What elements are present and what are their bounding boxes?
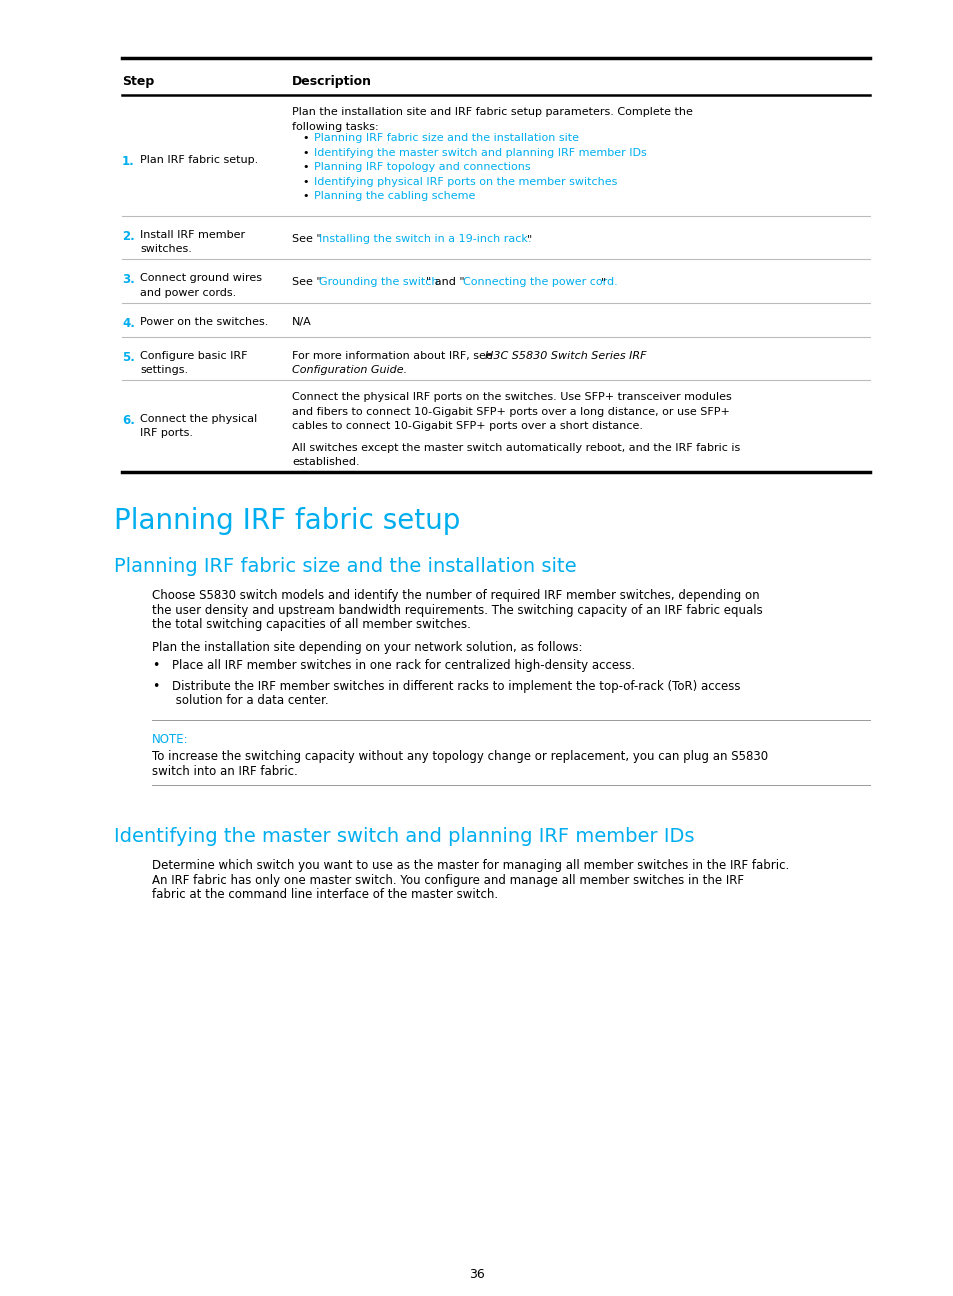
Text: Configure basic IRF: Configure basic IRF <box>140 351 247 360</box>
Text: 5.: 5. <box>122 351 134 364</box>
Text: Installing the switch in a 19-inch rack.: Installing the switch in a 19-inch rack. <box>318 233 531 244</box>
Text: Identifying physical IRF ports on the member switches: Identifying physical IRF ports on the me… <box>314 176 617 187</box>
Text: ": " <box>600 277 605 288</box>
Text: NOTE:: NOTE: <box>152 732 189 745</box>
Text: 3.: 3. <box>122 273 134 286</box>
Text: settings.: settings. <box>140 365 188 375</box>
Text: IRF ports.: IRF ports. <box>140 428 193 438</box>
Text: established.: established. <box>292 457 359 467</box>
Text: Determine which switch you want to use as the master for managing all member swi: Determine which switch you want to use a… <box>152 859 788 872</box>
Text: the user density and upstream bandwidth requirements. The switching capacity of : the user density and upstream bandwidth … <box>152 604 762 617</box>
Text: Place all IRF member switches in one rack for centralized high-density access.: Place all IRF member switches in one rac… <box>172 660 635 673</box>
Text: Step: Step <box>122 75 154 88</box>
Text: All switches except the master switch automatically reboot, and the IRF fabric i: All switches except the master switch au… <box>292 443 740 452</box>
Text: Planning the cabling scheme: Planning the cabling scheme <box>314 191 475 201</box>
Text: the total switching capacities of all member switches.: the total switching capacities of all me… <box>152 618 471 631</box>
Text: Connect the physical: Connect the physical <box>140 413 257 424</box>
Text: For more information about IRF, see: For more information about IRF, see <box>292 351 496 360</box>
Text: 2.: 2. <box>122 229 134 242</box>
Text: Power on the switches.: Power on the switches. <box>140 316 268 327</box>
Text: N/A: N/A <box>292 316 312 327</box>
Text: •: • <box>302 162 308 172</box>
Text: Planning IRF fabric size and the installation site: Planning IRF fabric size and the install… <box>113 557 576 577</box>
Text: •: • <box>302 176 308 187</box>
Text: Description: Description <box>292 75 372 88</box>
Text: switch into an IRF fabric.: switch into an IRF fabric. <box>152 765 297 778</box>
Text: Plan IRF fabric setup.: Plan IRF fabric setup. <box>140 156 258 166</box>
Text: solution for a data center.: solution for a data center. <box>172 695 328 708</box>
Text: and power cords.: and power cords. <box>140 288 236 298</box>
Text: See ": See " <box>292 277 321 288</box>
Text: following tasks:: following tasks: <box>292 122 378 131</box>
Text: cables to connect 10-Gigabit SFP+ ports over a short distance.: cables to connect 10-Gigabit SFP+ ports … <box>292 421 642 432</box>
Text: Install IRF member: Install IRF member <box>140 229 245 240</box>
Text: Grounding the switch: Grounding the switch <box>318 277 438 288</box>
Text: Connect ground wires: Connect ground wires <box>140 273 262 283</box>
Text: 1.: 1. <box>122 156 134 168</box>
Text: •: • <box>152 660 159 673</box>
Text: •: • <box>302 191 308 201</box>
Text: " and ": " and " <box>426 277 464 288</box>
Text: An IRF fabric has only one master switch. You configure and manage all member sw: An IRF fabric has only one master switch… <box>152 874 743 886</box>
Text: Identifying the master switch and planning IRF member IDs: Identifying the master switch and planni… <box>314 148 646 158</box>
Text: 4.: 4. <box>122 316 134 329</box>
Text: ": " <box>526 233 532 244</box>
Text: switches.: switches. <box>140 244 192 254</box>
Text: Plan the installation site and IRF fabric setup parameters. Complete the: Plan the installation site and IRF fabri… <box>292 108 692 117</box>
Text: Connecting the power cord.: Connecting the power cord. <box>462 277 618 288</box>
Text: Distribute the IRF member switches in different racks to implement the top-of-ra: Distribute the IRF member switches in di… <box>172 679 740 692</box>
Text: H3C S5830 Switch Series IRF: H3C S5830 Switch Series IRF <box>484 351 646 360</box>
Text: •: • <box>152 679 159 692</box>
Text: To increase the switching capacity without any topology change or replacement, y: To increase the switching capacity witho… <box>152 750 767 763</box>
Text: Planning IRF topology and connections: Planning IRF topology and connections <box>314 162 530 172</box>
Text: Planning IRF fabric setup: Planning IRF fabric setup <box>113 507 460 535</box>
Text: Connect the physical IRF ports on the switches. Use SFP+ transceiver modules: Connect the physical IRF ports on the sw… <box>292 393 731 402</box>
Text: Choose S5830 switch models and identify the number of required IRF member switch: Choose S5830 switch models and identify … <box>152 590 759 603</box>
Text: See ": See " <box>292 233 321 244</box>
Text: fabric at the command line interface of the master switch.: fabric at the command line interface of … <box>152 888 497 901</box>
Text: •: • <box>302 133 308 143</box>
Text: 36: 36 <box>469 1267 484 1280</box>
Text: Plan the installation site depending on your network solution, as follows:: Plan the installation site depending on … <box>152 640 582 653</box>
Text: •: • <box>302 148 308 158</box>
Text: Planning IRF fabric size and the installation site: Planning IRF fabric size and the install… <box>314 133 578 143</box>
Text: Identifying the master switch and planning IRF member IDs: Identifying the master switch and planni… <box>113 827 694 846</box>
Text: and fibers to connect 10-Gigabit SFP+ ports over a long distance, or use SFP+: and fibers to connect 10-Gigabit SFP+ po… <box>292 407 729 416</box>
Text: Configuration Guide.: Configuration Guide. <box>292 365 407 375</box>
Text: 6.: 6. <box>122 413 134 426</box>
